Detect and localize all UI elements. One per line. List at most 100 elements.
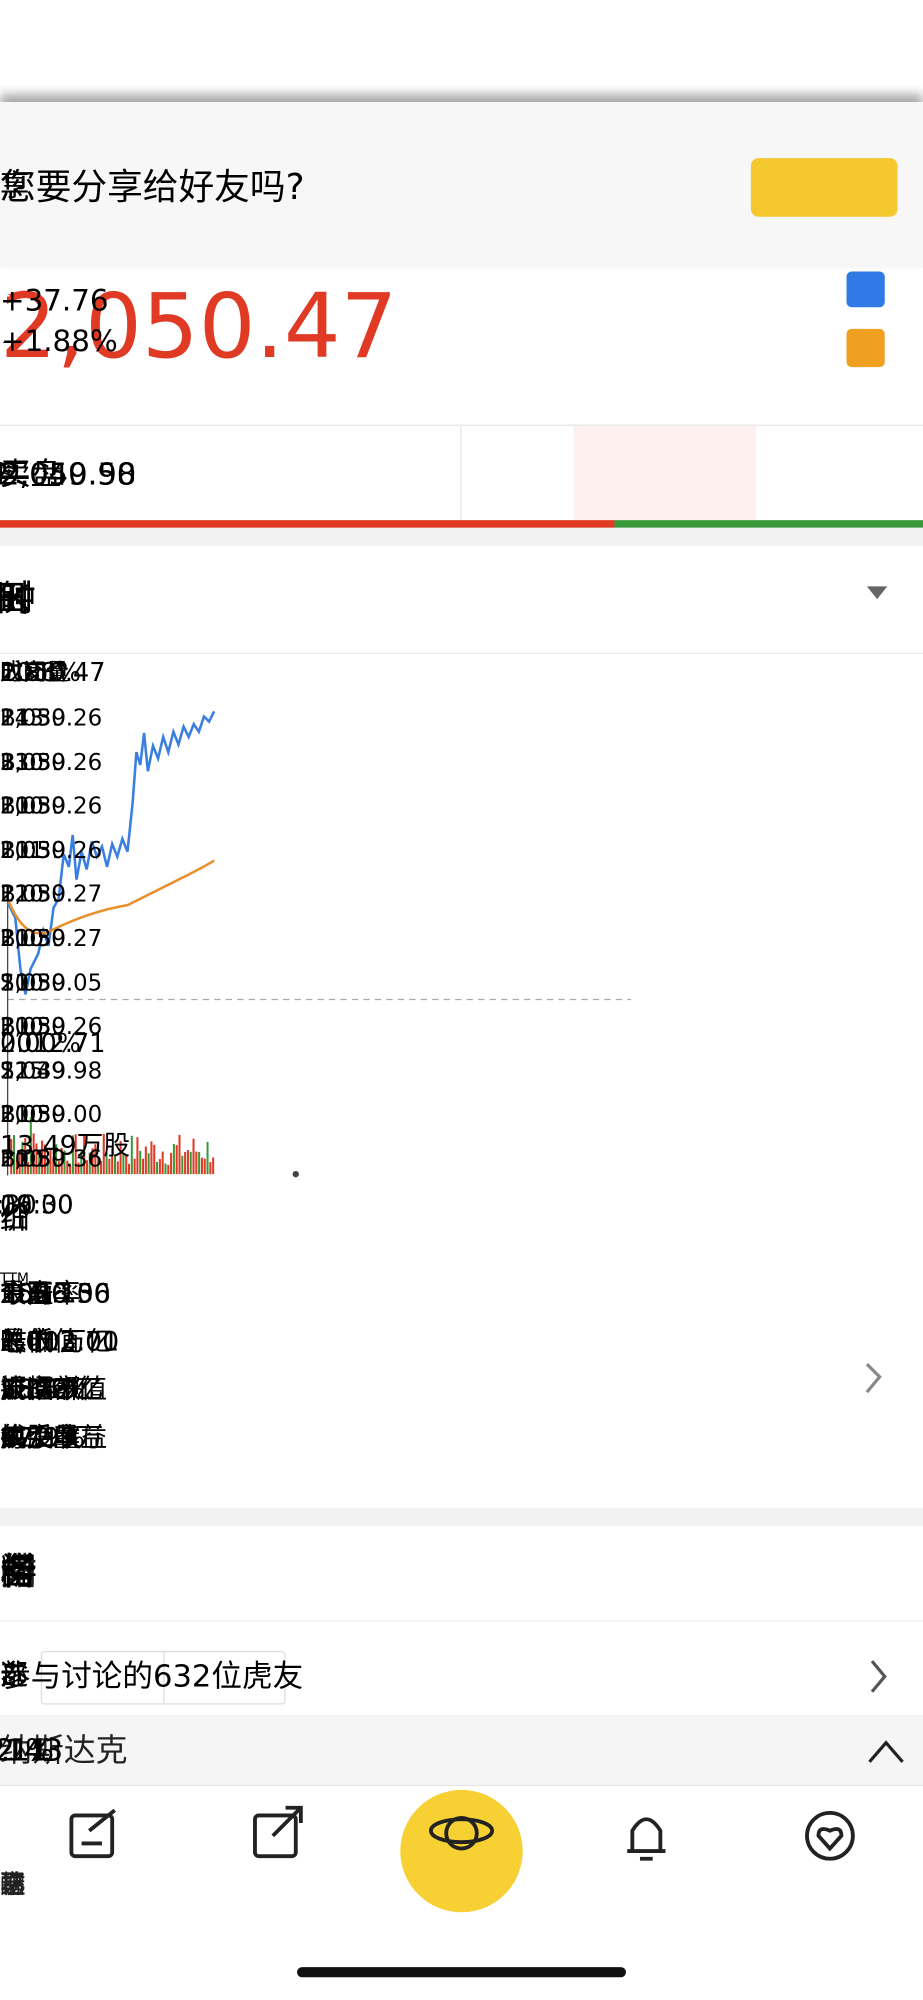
index-pct: -0.21% — [0, 1732, 55, 1769]
stat-value: 2050.36 — [0, 1278, 111, 1309]
badge — [846, 271, 885, 308]
volume-bar — [203, 1158, 206, 1175]
stat-value: 7879亿 — [0, 1373, 95, 1405]
nav-label[interactable]: 交易 — [0, 1868, 26, 1900]
volume-bar — [200, 1157, 203, 1175]
divider — [0, 424, 923, 426]
volume-bar — [99, 1160, 102, 1175]
volume-bar — [57, 1161, 60, 1175]
share-button[interactable] — [750, 158, 898, 217]
bid-bar — [0, 520, 615, 528]
volume-bar — [74, 1134, 77, 1175]
trade-time: 11:39 — [0, 1146, 67, 1173]
stat-value: 2026.50 — [0, 1278, 111, 1309]
volume-bar — [186, 1150, 189, 1175]
trade-time: 11:39 — [0, 881, 67, 909]
chart-tab[interactable]: 周K — [0, 577, 30, 620]
nav-label[interactable]: 自选 — [0, 1868, 26, 1900]
volume-bar — [38, 1150, 41, 1175]
volume-bar — [142, 1158, 145, 1175]
volume-bar — [35, 1143, 38, 1175]
volume-bar — [29, 1117, 32, 1175]
chart-tab[interactable]: 日K — [0, 577, 30, 620]
trade-button[interactable] — [400, 1789, 523, 1913]
nav-label[interactable]: 提醒 — [0, 1868, 26, 1900]
divider — [0, 652, 923, 655]
stat-label: 成交额 — [0, 1373, 81, 1405]
share-button-label[interactable]: 分享 — [0, 170, 30, 204]
volume-bar — [195, 1151, 198, 1175]
trade-side: B — [0, 1101, 16, 1129]
badge-label: $ — [0, 337, 7, 359]
chart-label: 2012.71 — [0, 1027, 106, 1059]
trade-price: 2,050.26 — [0, 837, 103, 865]
volume-bar — [49, 1149, 52, 1175]
filter[interactable]: 全部 — [0, 1659, 29, 1692]
filter[interactable]: 精选 — [0, 1659, 29, 1692]
volume-bar — [102, 1133, 105, 1175]
volume-bar — [80, 1151, 83, 1175]
divider — [0, 1620, 923, 1622]
volume-bar — [24, 1138, 27, 1175]
volume-bar — [43, 1144, 46, 1175]
chevron[interactable] — [870, 1660, 887, 1693]
filter-box[interactable] — [40, 1650, 286, 1705]
nav-label[interactable]: 发帖 — [0, 1868, 26, 1900]
stat-label: 昨收 — [0, 1325, 54, 1357]
chart-tab[interactable]: 5日 — [0, 581, 29, 617]
news-tab[interactable]: 资料 — [0, 1549, 37, 1593]
trade-price: 2,050.26 — [0, 793, 103, 820]
volume-bar — [122, 1154, 125, 1175]
dropdown[interactable] — [866, 586, 888, 600]
volume-bar — [52, 1158, 55, 1175]
trade-price: 2,050.26 — [0, 749, 103, 776]
trade-time: 11:39 — [0, 837, 67, 865]
trade-volume: 100 — [0, 1101, 44, 1129]
trade-side: S — [0, 1057, 15, 1085]
stat-label: 成交量 — [0, 1421, 81, 1453]
volume-bar — [209, 1162, 212, 1175]
trade-volume: 100 — [0, 1146, 44, 1173]
nav-label[interactable]: 分享 — [0, 1868, 26, 1900]
volume-bar — [192, 1138, 195, 1175]
ask-qty: 1 — [0, 459, 10, 490]
trade-side: B — [0, 793, 16, 820]
index-name: 纳斯达克 — [0, 1731, 128, 1769]
chart-tab[interactable]: 月K — [0, 577, 30, 620]
badge — [846, 328, 885, 368]
news-tab[interactable]: 新闻 — [0, 1549, 37, 1593]
chevron[interactable] — [865, 1362, 882, 1394]
news-tab[interactable]: 分析 — [0, 1549, 37, 1593]
trade-time: 11:39 — [0, 925, 67, 953]
volume-bar — [127, 1163, 131, 1175]
news-tab[interactable]: 财务 — [0, 1549, 37, 1593]
ask-bar — [614, 520, 923, 528]
stat-value: 158.10 — [0, 1278, 94, 1309]
chart-tab[interactable]: 分时 — [0, 577, 36, 620]
trade-price: 2,050.00 — [0, 1101, 103, 1129]
stat-label: 换手率 — [0, 1421, 81, 1453]
trade-volume: 100 — [0, 925, 44, 953]
bid-price: 2,049.98 — [0, 456, 137, 493]
volume-bar — [85, 1160, 88, 1175]
trade-volume: 100 — [0, 1013, 44, 1041]
stat-value: 55.43亿 — [0, 1373, 104, 1405]
news-tab[interactable]: 公告 — [0, 1549, 37, 1593]
banner-text: 您要分享给好友吗? — [0, 165, 305, 208]
trade-time: 11:39 — [0, 1101, 67, 1129]
news-tab[interactable]: 新帖 — [0, 1549, 37, 1593]
trade-tab: 分价 — [0, 1202, 30, 1236]
volume-bar — [21, 1141, 24, 1175]
collapse[interactable] — [868, 1740, 904, 1763]
chart-tab[interactable]: 分钟 — [0, 577, 36, 620]
discuss-link[interactable]: 参与讨论的632位虎友 — [0, 1658, 304, 1695]
volume-bar — [178, 1134, 181, 1175]
index-bar[interactable] — [0, 1714, 923, 1785]
trade-header: 时间 — [0, 659, 46, 686]
stat-label: 最高 — [0, 1278, 54, 1309]
trade-side: B — [0, 837, 16, 865]
dot — [292, 1170, 299, 1178]
trade-side: B — [0, 704, 16, 732]
stat-value: 0.71% — [0, 1421, 86, 1453]
